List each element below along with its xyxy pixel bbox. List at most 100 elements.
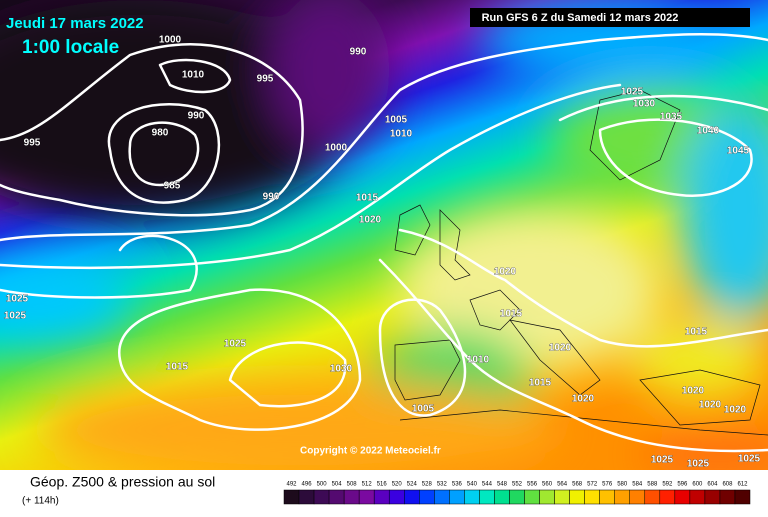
legend-swatch — [614, 489, 630, 505]
legend-swatch — [539, 489, 555, 505]
legend-label: 608 — [722, 482, 733, 488]
legend-label: 600 — [692, 482, 703, 488]
legend-swatch — [388, 489, 405, 505]
legend-label: 576 — [602, 482, 613, 488]
legend-swatch — [554, 489, 570, 505]
legend-swatch — [644, 489, 661, 505]
isobar-label: 1025 — [621, 87, 644, 98]
isobar-label: 1015 — [356, 193, 379, 204]
legend-swatch — [404, 489, 420, 505]
legend-swatch — [358, 489, 375, 505]
isobar-label: 1010 — [467, 355, 490, 366]
footer-title: Géop. Z500 & pression au sol — [30, 474, 215, 490]
isobar-label: 990 — [188, 111, 205, 122]
isobar-label: 1015 — [685, 327, 708, 338]
color-legend: 492 496 500 504 508 512 516 520 524 528 532 536 540 5… — [283, 482, 751, 505]
isobar-label: 980 — [152, 128, 169, 139]
legend-label: 604 — [707, 482, 718, 488]
coastlines — [394, 89, 768, 436]
legend-swatch — [298, 489, 315, 505]
isobar-label: 1015 — [500, 309, 523, 320]
isobar-label: 1020 — [549, 343, 572, 354]
run-box — [470, 8, 750, 27]
legend-label: 512 — [362, 482, 373, 488]
run-info: Run GFS 6 Z du Samedi 12 mars 2022 — [482, 12, 679, 24]
legend-swatch — [328, 489, 345, 505]
forecast-lead: (+ 114h) — [22, 496, 59, 507]
legend-swatch — [659, 489, 676, 505]
legend-swatch — [464, 489, 480, 505]
legend-label: 564 — [557, 482, 568, 488]
legend-swatch — [704, 489, 721, 505]
legend-swatch — [313, 489, 330, 505]
isobar-labels: 1000 990 1010 995 990 995 980 1000 1005 1010 985 99… — [4, 34, 761, 470]
isobar-label: 1020 — [494, 267, 517, 278]
legend-swatch — [629, 489, 646, 505]
isobar-label: 1025 — [651, 455, 674, 466]
isobar-label: 1010 — [182, 70, 205, 81]
isobar-label: 1025 — [687, 459, 710, 470]
legend-label: 508 — [347, 482, 358, 488]
legend-swatch — [449, 489, 465, 505]
isobar-label: 1020 — [724, 405, 747, 416]
isobar-label: 1025 — [4, 311, 27, 322]
isobar-label: 990 — [263, 192, 280, 203]
legend-swatch — [373, 489, 390, 505]
legend-swatch — [419, 489, 435, 505]
legend-label: 516 — [377, 482, 388, 488]
legend-swatch — [734, 489, 751, 505]
legend-swatch — [494, 489, 510, 505]
isobar-label: 1020 — [699, 400, 722, 411]
legend-swatch — [524, 489, 540, 505]
isobar-label: 1030 — [330, 364, 353, 375]
legend-swatch — [343, 489, 360, 505]
isobar-label: 1020 — [359, 215, 382, 226]
legend-label: 532 — [437, 482, 448, 488]
forecast-date: Jeudi 17 mars 2022 — [6, 15, 144, 32]
legend-label: 612 — [737, 482, 748, 488]
legend-label: 524 — [407, 482, 418, 488]
isobar-label: 1035 — [660, 112, 683, 123]
legend-swatch — [674, 489, 691, 505]
isobar-label: 1015 — [529, 378, 552, 389]
legend-label: 572 — [587, 482, 598, 488]
legend-label: 580 — [617, 482, 628, 488]
legend-label: 496 — [302, 482, 313, 488]
isobar-label: 1000 — [325, 143, 348, 154]
legend-label: 552 — [512, 482, 523, 488]
legend-swatch — [689, 489, 706, 505]
isobar-label: 1015 — [166, 362, 189, 373]
legend-swatch — [509, 489, 525, 505]
isobar-label: 990 — [350, 47, 367, 58]
isobar-label: 1005 — [412, 404, 435, 415]
legend-label: 568 — [572, 482, 583, 488]
isobar-label: 1030 — [633, 99, 656, 110]
isobar-label: 1020 — [682, 386, 705, 397]
copyright: Copyright © 2022 Meteociel.fr — [300, 446, 441, 457]
isobar-label: 1010 — [390, 129, 413, 140]
isobar-label: 1040 — [697, 126, 720, 137]
legend-swatch — [434, 489, 450, 505]
isobar-label: 1025 — [738, 454, 761, 465]
isobar-label: 1000 — [159, 35, 182, 46]
legend-swatch — [479, 489, 495, 505]
legend-label: 556 — [527, 482, 538, 488]
forecast-time: 1:00 locale — [22, 37, 119, 58]
legend-label: 560 — [542, 482, 553, 488]
legend-label: 588 — [647, 482, 658, 488]
isobar-label: 1025 — [224, 339, 247, 350]
legend-label: 540 — [467, 482, 478, 488]
legend-swatch — [584, 489, 600, 505]
isobar-label: 985 — [164, 181, 181, 192]
isobar-label: 1005 — [385, 115, 408, 126]
isobar-label: 995 — [24, 138, 41, 149]
legend-label: 584 — [632, 482, 643, 488]
isobar-label: 995 — [257, 74, 274, 85]
map-field: 1000 990 1010 995 990 995 980 1000 1005 1010 985 99… — [0, 0, 768, 470]
legend-label: 536 — [452, 482, 463, 488]
legend-label: 492 — [287, 482, 298, 488]
isobar-label: 1025 — [6, 294, 29, 305]
legend-label: 520 — [392, 482, 403, 488]
